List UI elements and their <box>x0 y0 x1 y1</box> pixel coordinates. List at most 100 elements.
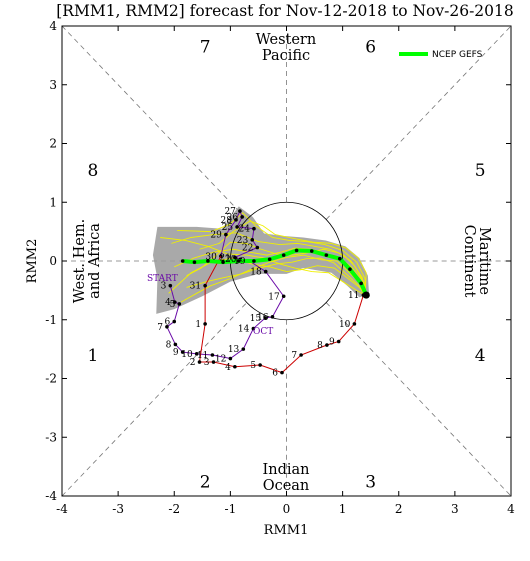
day-label: 8 <box>166 340 172 350</box>
observed-point <box>258 363 262 367</box>
legend-label: NCEP GEFS <box>432 50 483 60</box>
legend: NCEP GEFS <box>399 50 483 60</box>
observed-point <box>211 360 216 364</box>
day-label: 23 <box>237 236 249 246</box>
chart-title: [RMM1, RMM2] forecast for Nov-12-2018 to… <box>56 2 514 20</box>
forecast-mean-point <box>180 259 185 263</box>
forecast-mean-point <box>236 259 241 263</box>
x-tick-label: 2 <box>395 502 403 516</box>
day-label: 10 <box>181 350 193 360</box>
y-axis-label: RMM2 <box>25 239 40 284</box>
observed-point <box>250 238 255 242</box>
day-label: 15 <box>250 314 262 324</box>
y-tick-label: -3 <box>45 430 57 444</box>
forecast-mean-point <box>359 281 363 286</box>
x-tick-label: -2 <box>168 502 180 516</box>
x-axis-ticks: -4 -3 -2 -1 0 1 2 3 4 <box>56 26 515 516</box>
observed-point <box>240 215 244 219</box>
day-label: 12 <box>215 355 226 365</box>
day-label: 11 <box>197 351 208 361</box>
region-label-left-line2: and Africa <box>87 223 103 299</box>
day-label: 11 <box>348 291 359 301</box>
observed-point <box>241 347 246 351</box>
ensemble-member-line <box>186 257 366 296</box>
day-label: 8 <box>317 341 323 351</box>
region-label-right-line2: Continent <box>461 225 477 298</box>
observed-point <box>252 226 256 231</box>
forecast-mean-point <box>348 267 352 272</box>
y-tick-label: -2 <box>45 372 57 386</box>
day-label: 29 <box>210 231 222 241</box>
x-tick-label: 1 <box>339 502 347 516</box>
day-label: 28 <box>221 216 233 226</box>
day-label: 1 <box>195 320 201 330</box>
forecast-mean-point <box>309 249 314 253</box>
ensemble-member-line <box>160 237 366 296</box>
day-label: 5 <box>170 300 176 310</box>
divider-line <box>61 302 248 497</box>
day-label: 27 <box>224 207 236 217</box>
observed-point <box>165 325 169 329</box>
observed-point <box>180 350 185 354</box>
day-label: 22 <box>242 243 253 253</box>
region-label-top-line1: Western <box>256 32 316 48</box>
day-label: 7 <box>291 351 297 361</box>
day-label: 10 <box>339 320 351 330</box>
day-label: 3 <box>204 358 210 368</box>
day-label: 2 <box>190 358 196 368</box>
forecast-mean-track <box>180 248 370 299</box>
day-label: 4 <box>225 363 231 373</box>
x-tick-label: 0 <box>283 502 291 516</box>
y-tick-label: 2 <box>49 137 57 151</box>
start-label: START <box>147 274 178 284</box>
observed-point <box>173 342 178 347</box>
observed-point <box>263 269 268 274</box>
observed-point <box>336 339 341 344</box>
day-label: 31 <box>190 282 201 292</box>
observed-point <box>352 322 357 326</box>
observed-point <box>234 218 238 222</box>
observed-point <box>325 343 329 347</box>
forecast-mean-point <box>294 248 299 253</box>
observed-point <box>168 283 173 288</box>
x-tick-label: 3 <box>451 502 459 516</box>
observed-tracks <box>165 209 366 375</box>
day-label: 7 <box>157 323 163 333</box>
phase-divider-lines <box>61 25 512 497</box>
observed-point <box>173 300 177 304</box>
observed-point <box>233 364 237 369</box>
phase-label: 7 <box>200 38 211 58</box>
forecast-mean-point <box>221 260 225 264</box>
ensemble-member-line <box>199 220 367 296</box>
observed-point <box>270 315 275 319</box>
forecast-mean-point <box>252 259 256 263</box>
phase-label: 3 <box>365 472 376 492</box>
region-label-bottom-line2: Ocean <box>263 478 310 494</box>
observed-point <box>210 353 215 357</box>
day-label: 9 <box>173 348 179 358</box>
observed-point <box>263 316 267 320</box>
day-label: 13 <box>228 345 240 355</box>
region-label-left-line1: West. Hem. <box>72 219 88 303</box>
observed-point <box>233 255 237 260</box>
day-label: 3 <box>161 282 167 292</box>
day-label: 30 <box>205 252 217 262</box>
ensemble-member-line <box>180 254 366 303</box>
observed-point <box>235 225 239 229</box>
observed-point <box>238 209 242 213</box>
day-label: 17 <box>268 292 280 302</box>
observed-point <box>172 319 177 324</box>
x-tick-label: -4 <box>56 502 68 516</box>
observed-point <box>203 283 207 288</box>
observed-point <box>280 370 284 375</box>
y-tick-label: 0 <box>49 254 57 268</box>
region-label-right-line1: Maritime <box>476 227 492 295</box>
phase-label: 2 <box>200 472 211 492</box>
x-axis-label: RMM1 <box>264 523 309 538</box>
y-tick-label: 4 <box>49 19 57 33</box>
day-label: 6 <box>165 318 171 328</box>
